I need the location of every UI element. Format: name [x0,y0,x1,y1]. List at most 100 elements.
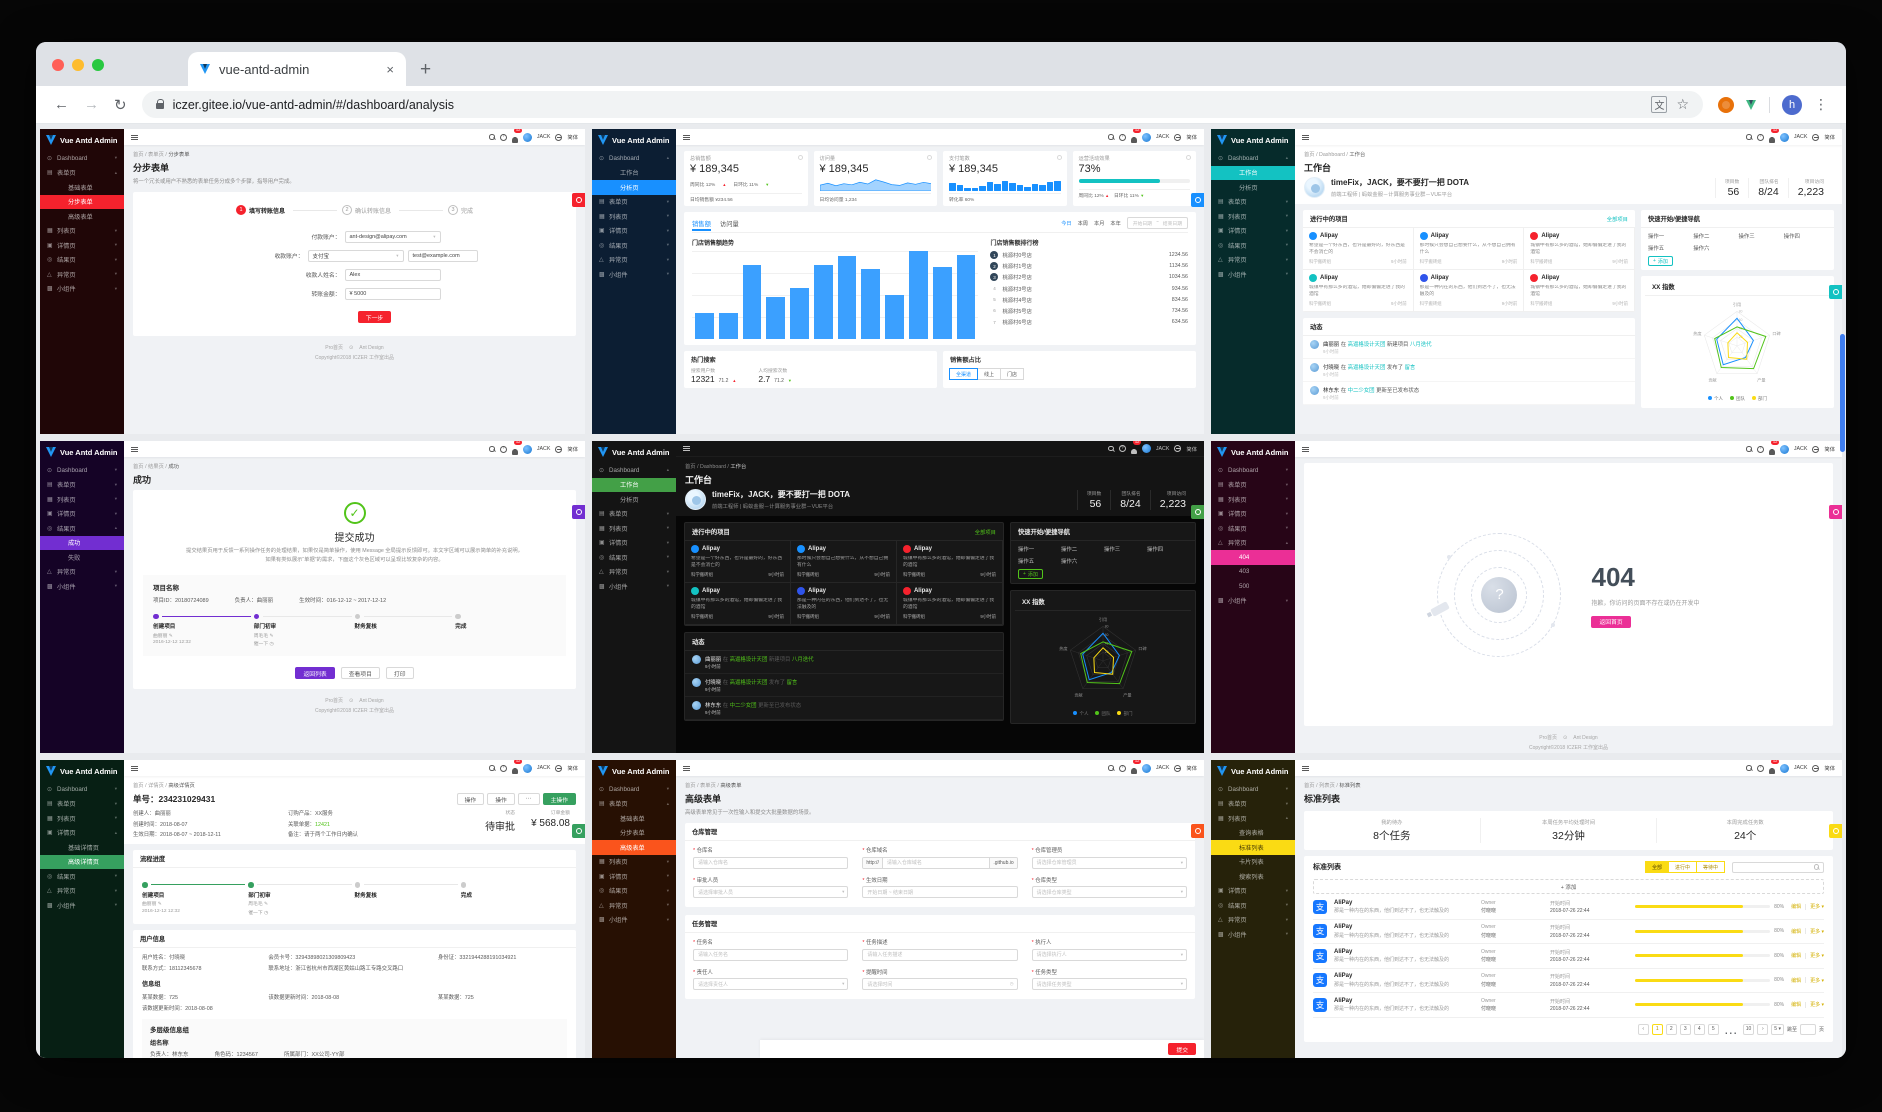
form-input[interactable]: 请选择审批人员 ▾ [693,886,849,898]
help-icon[interactable] [499,133,507,141]
more-link[interactable]: 更多 ▾ [1810,977,1824,984]
menu-item[interactable]: ◎ 结果页 ▴ [47,525,117,533]
info-icon[interactable] [927,155,932,160]
form-input[interactable]: 请输入仓库名 [693,856,849,869]
menu-item[interactable]: ▩ 小组件 ▾ [47,583,117,591]
search-icon[interactable] [1108,134,1114,140]
more-link[interactable]: 更多 ▾ [1810,928,1824,935]
zoom-window-button[interactable] [92,59,104,71]
next-step-button[interactable]: 下一步 [357,311,392,323]
menu-item[interactable]: ◎ 结果页 ▾ [1218,525,1288,533]
forward-button[interactable]: → [84,96,99,113]
menu-item[interactable]: ▦ 列表页 ▾ [599,858,669,867]
quick-link[interactable]: 操作三 [1738,234,1755,240]
menu-item[interactable]: ⊙ Dashboard ▴ [599,466,669,474]
menu-item[interactable]: 分步表单 [620,830,645,838]
menu-item[interactable]: ▤ 表单页 ▾ [47,800,117,809]
menu-item[interactable]: 403 [1239,568,1250,576]
menu-item[interactable]: ▦ 列表页 ▴ [1218,815,1288,823]
page-button[interactable]: 5 [1707,1023,1719,1035]
list-item[interactable]: 支 AliPay 那是一种内在的东西，他们到达不了，也无法触及的 Owner 付晓晓… [1313,920,1824,944]
project-card[interactable]: Alipay 那是一种内在的东西，他们到达不了，也无法触及的 科学搬砖组 9小时前 [1413,270,1525,312]
menu-fold-icon[interactable] [131,446,138,452]
notifications-bell[interactable]: 12 [1768,760,1779,774]
more-link[interactable]: 更多 ▾ [1810,904,1824,911]
notifications-bell[interactable]: 12 [1130,441,1141,455]
quick-link[interactable]: 操作六 [1060,559,1078,565]
form-input[interactable]: 支付宝 ▾ [307,249,404,262]
main-action-button[interactable]: 主操作 [542,793,576,805]
menu-item[interactable]: ◎ 结果页 ▾ [599,887,669,896]
menu-item[interactable]: ▣ 详情页 ▾ [1218,227,1288,236]
edit-link[interactable]: 编辑 [1791,904,1802,911]
language-icon[interactable] [1812,133,1820,141]
menu-item[interactable]: ▦ 列表页 ▾ [599,525,669,533]
vue-devtools-icon[interactable] [1746,99,1757,110]
menu-fold-icon[interactable] [1302,765,1309,771]
theme-settings-gear[interactable] [572,505,585,519]
quick-link[interactable]: 操作四 [1146,547,1164,553]
form-input[interactable]: test@example.com [407,249,478,262]
notifications-bell[interactable]: 12 [1768,441,1779,455]
menu-item[interactable]: ▤ 表单页 ▾ [1218,800,1288,809]
menu-item[interactable]: △ 异常页 ▾ [47,568,117,577]
menu-item[interactable]: ⊙ Dashboard ▾ [47,785,117,793]
radio-option[interactable]: 全渠道 [949,368,979,380]
profile-avatar[interactable]: h [1782,94,1802,115]
page-button[interactable]: 10 [1742,1023,1755,1035]
browser-menu-icon[interactable]: ⋮ [1814,96,1828,112]
menu-item[interactable]: 高级详情页 [40,854,124,869]
menu-item[interactable]: ▩ 小组件 ▾ [599,916,669,925]
language-label[interactable]: 简体 [567,447,578,453]
menu-item[interactable]: ▦ 列表页 ▾ [47,496,117,504]
menu-item[interactable]: 基础表单 [68,184,93,192]
user-avatar[interactable] [1779,132,1789,142]
filter-month[interactable]: 本月 [1094,220,1105,227]
menu-item[interactable]: ▣ 详情页 ▾ [599,539,669,548]
quick-link[interactable]: 操作六 [1693,246,1710,252]
radio-option[interactable]: 线上 [977,368,1002,380]
action-button[interactable]: 操作 [456,793,485,805]
menu-item[interactable]: ▩ 小组件 ▾ [47,902,117,910]
add-item-button[interactable]: + 添加 [1313,879,1824,894]
translate-icon[interactable]: 文 [1651,96,1668,113]
form-input[interactable]: ant-design@alipay.com ▾ [344,230,441,243]
filter-button[interactable]: 全部 [1644,861,1669,873]
user-avatar[interactable] [1141,444,1151,453]
menu-item[interactable]: △ 异常页 ▴ [1218,539,1288,548]
menu-item[interactable]: 高级表单 [68,213,93,221]
notifications-bell[interactable]: 12 [1130,129,1141,143]
menu-item[interactable]: ▩ 小组件 ▾ [1218,271,1288,279]
brand[interactable]: Vue Antd Admin [592,129,676,151]
form-input[interactable]: Alex [344,268,441,281]
help-icon[interactable] [1118,445,1126,452]
page-size-select[interactable]: 5 ▾ [1771,1023,1784,1035]
notifications-bell[interactable]: 12 [511,441,522,455]
menu-fold-icon[interactable] [1302,134,1309,140]
theme-settings-gear[interactable] [1829,824,1842,838]
page-button[interactable]: 3 [1679,1023,1691,1035]
language-icon[interactable] [555,764,563,772]
project-card[interactable]: Alipay 希望是一个好东西，也许是最好的，好东西是不会消亡的 科学搬砖组 9小时前 [685,541,791,583]
quick-link[interactable]: 操作四 [1783,234,1800,240]
menu-item[interactable]: 查询表格 [1239,830,1264,838]
language-label[interactable]: 简体 [1186,766,1197,772]
quick-link[interactable]: 操作一 [1647,234,1665,240]
info-icon[interactable] [1056,155,1062,160]
language-icon[interactable] [555,445,563,453]
date-range-picker[interactable]: 开始日期 ~ 结束日期 [1126,217,1188,229]
language-icon[interactable] [1812,445,1820,453]
theme-settings-gear[interactable] [1191,824,1204,838]
minimize-window-button[interactable] [72,59,84,71]
menu-item[interactable]: ▦ 列表页 ▾ [47,227,117,236]
menu-item[interactable]: △ 异常页 ▾ [47,887,117,896]
submit-button[interactable]: 提交 [1168,1043,1196,1055]
user-avatar[interactable] [522,444,532,454]
help-icon[interactable] [1118,133,1126,141]
add-button[interactable]: 添加 [1647,256,1673,266]
project-card[interactable]: Alipay 那是一种内在的东西，他们到达不了，也无法触及的 科学搬砖组 9小时前 [790,583,897,625]
help-icon[interactable] [499,764,507,772]
language-label[interactable]: 简体 [1824,766,1835,772]
language-label[interactable]: 简体 [567,766,578,772]
brand[interactable]: Vue Antd Admin [1211,129,1295,151]
